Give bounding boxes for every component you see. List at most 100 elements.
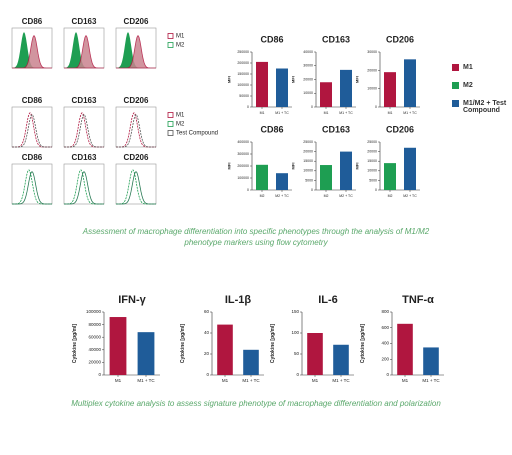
- y-tick-label: 40000: [88, 347, 101, 352]
- legend-swatch: [167, 112, 174, 118]
- histogram-curve: [12, 113, 52, 148]
- y-tick-label: 25000: [303, 140, 313, 144]
- x-tick-label: M2 + TC: [339, 194, 353, 198]
- y-tick-label: 40: [204, 330, 210, 335]
- y-tick-label: 0: [311, 188, 313, 192]
- histogram-curve: [116, 170, 156, 205]
- bar: [320, 82, 332, 107]
- legend-item: M1/M2 + Test Compound: [452, 100, 510, 114]
- chart-title: TNF-α: [402, 294, 434, 306]
- y-tick-label: 50000: [239, 94, 249, 98]
- legend-label: Test Compound: [176, 131, 218, 137]
- y-tick-label: 20000: [88, 360, 101, 365]
- histogram-curve: [12, 34, 52, 69]
- x-tick-label: M1: [312, 378, 319, 383]
- chart-title: IL-6: [318, 294, 338, 306]
- y-tick-label: 200: [381, 356, 389, 361]
- y-tick-label: 25000: [367, 140, 377, 144]
- y-tick-label: 0: [375, 188, 377, 192]
- histogram-frame: [63, 163, 105, 205]
- y-tick-label: 0: [206, 372, 209, 377]
- x-tick-label: M2: [324, 194, 329, 198]
- caption: Multiplex cytokine analysis to assess si…: [71, 399, 441, 408]
- legend-swatch: [167, 33, 174, 39]
- legend-swatch: [167, 42, 174, 48]
- histogram-title: CD163: [72, 17, 97, 26]
- histogram-curve: [64, 32, 104, 68]
- chart-title: CD163: [322, 124, 350, 134]
- y-tick-label: 50: [294, 351, 300, 356]
- y-tick-label: 200000: [237, 61, 249, 65]
- chart-title: CD206: [386, 124, 414, 134]
- histogram-frame: [11, 106, 53, 148]
- x-tick-label: M2: [388, 194, 393, 198]
- legend-swatch: [452, 100, 459, 107]
- y-axis-label: Cytokine [pg/ml]: [180, 324, 186, 364]
- caption: Assessment of macrophage differentiation…: [82, 227, 430, 247]
- y-tick-label: 15000: [303, 159, 313, 163]
- chart-title: IL-1β: [225, 294, 252, 306]
- bar: [276, 173, 288, 190]
- bar: [137, 332, 155, 375]
- chart-title: CD163: [322, 34, 350, 44]
- x-tick-label: M1: [115, 378, 122, 383]
- histogram-frame: [115, 106, 157, 148]
- x-tick-label: M1 + TC: [275, 111, 289, 115]
- y-tick-label: 0: [296, 372, 299, 377]
- y-tick-label: 20: [204, 351, 210, 356]
- histogram-curve: [64, 113, 104, 148]
- y-tick-label: 60000: [88, 334, 101, 339]
- legend-label: M1/M2 + Test Compound: [463, 100, 507, 114]
- bar: [404, 147, 416, 190]
- bar: [109, 317, 127, 375]
- bar: [243, 349, 259, 375]
- y-axis-label: MFI: [290, 163, 295, 170]
- bar: [384, 72, 396, 107]
- y-tick-label: 0: [98, 372, 101, 377]
- y-tick-label: 0: [375, 105, 377, 109]
- y-tick-label: 0: [247, 105, 249, 109]
- x-tick-label: M1 + TC: [332, 378, 350, 383]
- histogram-title: CD206: [124, 153, 149, 162]
- y-tick-label: 800: [381, 309, 389, 314]
- legend-swatch: [167, 130, 174, 136]
- y-tick-label: 10000: [367, 87, 377, 91]
- histogram-frame: [115, 163, 157, 205]
- histogram-curve: [116, 32, 156, 68]
- legend-item: M1: [452, 64, 510, 71]
- x-tick-label: M1: [402, 378, 409, 383]
- y-tick-label: 150: [291, 309, 299, 314]
- histogram-frame: [11, 163, 53, 205]
- y-tick-label: 60: [204, 309, 210, 314]
- y-axis-label: MFI: [290, 76, 295, 83]
- y-tick-label: 10000: [367, 169, 377, 173]
- x-tick-label: M1: [260, 111, 265, 115]
- bar: [397, 323, 413, 375]
- x-tick-label: M2 + TC: [275, 194, 289, 198]
- x-tick-label: M1: [388, 111, 393, 115]
- legend-label: M2: [463, 82, 473, 89]
- chart-title: CD86: [260, 124, 283, 134]
- y-tick-label: 600: [381, 325, 389, 330]
- histogram-title: CD163: [72, 153, 97, 162]
- histogram-title: CD86: [22, 153, 43, 162]
- y-tick-label: 0: [386, 372, 389, 377]
- histogram-title: CD86: [22, 96, 43, 105]
- bar: [320, 165, 332, 190]
- y-tick-label: 20000: [303, 77, 313, 81]
- y-tick-label: 30000: [303, 64, 313, 68]
- y-tick-label: 5000: [369, 178, 377, 182]
- bar: [404, 59, 416, 107]
- y-tick-label: 400000: [237, 140, 249, 144]
- y-axis-label: Cytokine [pg/ml]: [72, 324, 78, 364]
- x-tick-label: M2: [260, 194, 265, 198]
- histogram-curve: [116, 113, 156, 148]
- x-tick-label: M1: [222, 378, 229, 383]
- x-tick-label: M1 + TC: [403, 111, 417, 115]
- y-tick-label: 300000: [237, 152, 249, 156]
- bar: [340, 151, 352, 190]
- chart-title: CD206: [386, 34, 414, 44]
- legend-label: M1: [176, 34, 185, 40]
